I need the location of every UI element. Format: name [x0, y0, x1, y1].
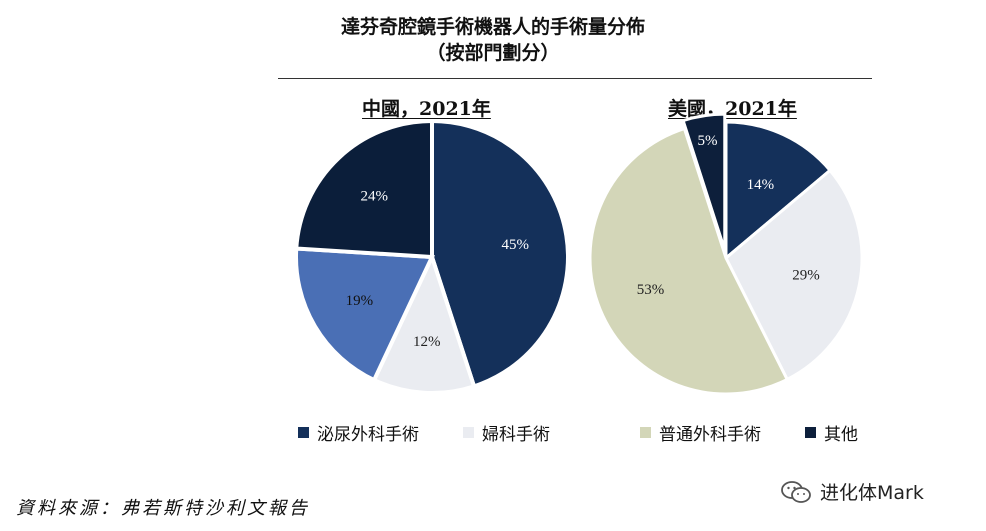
legend-label-other: 其他: [824, 425, 858, 445]
legend-left: 泌尿外科手術 婦科手術: [298, 420, 594, 445]
legend-label-gynecology: 婦科手術: [482, 425, 550, 445]
legend-item-urology: 泌尿外科手術: [298, 420, 419, 445]
pie-slice-29pct: [724, 168, 864, 382]
source-note: 資料來源：弗若斯特沙利文報告: [16, 498, 310, 519]
pie-slice-19pct: [294, 246, 436, 383]
legend-swatch-general-surgery: [640, 427, 651, 438]
legend-swatch-urology: [298, 427, 309, 438]
pie-label-29pct: 29%: [792, 267, 820, 283]
pie-slice-14pct: [724, 120, 833, 262]
china-pie: 45% 12% 19% 24%: [294, 118, 570, 395]
china-pie-title: 中國，2021年: [362, 98, 491, 120]
chart-title-line2: （按部門劃分）: [426, 42, 560, 64]
pie-label-12pct: 12%: [413, 334, 441, 350]
legend-swatch-other: [805, 427, 816, 438]
pie-slice-24pct: [294, 118, 434, 260]
wechat-icon: [781, 480, 811, 503]
usa-pie: 14% 29% 53% 5%: [588, 112, 864, 396]
legend-right: 普通外科手術 其他: [640, 420, 902, 445]
pie-label-53pct: 53%: [637, 282, 665, 298]
legend-item-general-surgery: 普通外科手術: [640, 420, 761, 445]
legend-item-gynecology: 婦科手術: [463, 420, 550, 445]
watermark: 进化体Mark: [780, 478, 924, 505]
pie-slice-12pct: [371, 251, 477, 395]
pie-label-45pct: 45%: [502, 237, 530, 253]
legend-label-general-surgery: 普通外科手術: [659, 425, 761, 445]
pie-label-14pct: 14%: [747, 177, 775, 193]
pie-label-5pct: 5%: [697, 133, 717, 149]
pie-slice-45pct: [430, 118, 570, 389]
title-divider: [278, 78, 872, 79]
pie-label-19pct: 19%: [346, 293, 374, 309]
legend-item-other: 其他: [805, 420, 858, 445]
watermark-text: 进化体Mark: [820, 482, 924, 504]
legend-swatch-gynecology: [463, 427, 474, 438]
pie-label-24pct: 24%: [361, 189, 389, 205]
pie-slice-5pct: [681, 112, 727, 251]
pie-slice-53pct: [588, 126, 790, 396]
chart-title-line1: 達芬奇腔鏡手術機器人的手術量分佈: [340, 16, 645, 38]
legend-label-urology: 泌尿外科手術: [317, 425, 419, 445]
usa-pie-title: 美國，2021年: [668, 98, 797, 120]
chart-title: 達芬奇腔鏡手術機器人的手術量分佈 （按部門劃分）: [0, 14, 986, 66]
